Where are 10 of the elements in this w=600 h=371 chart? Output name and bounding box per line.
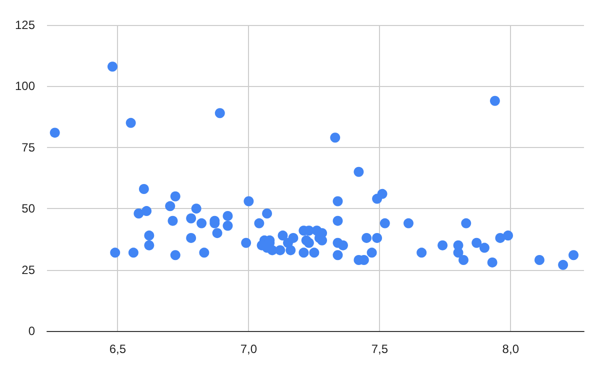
x-tick-label: 8,0	[502, 342, 520, 356]
y-tick-label: 125	[14, 18, 36, 32]
y-tick-label: 75	[22, 140, 36, 154]
y-tick-label: 0	[28, 324, 36, 338]
x-tick-label: 7,5	[371, 342, 388, 356]
x-tick-label: 6,5	[109, 342, 126, 356]
y-tick-label: 25	[22, 262, 36, 277]
y-tick-label: 50	[22, 202, 36, 216]
y-tick-label: 100	[14, 79, 36, 94]
x-tick-label: 7,0	[240, 342, 258, 356]
